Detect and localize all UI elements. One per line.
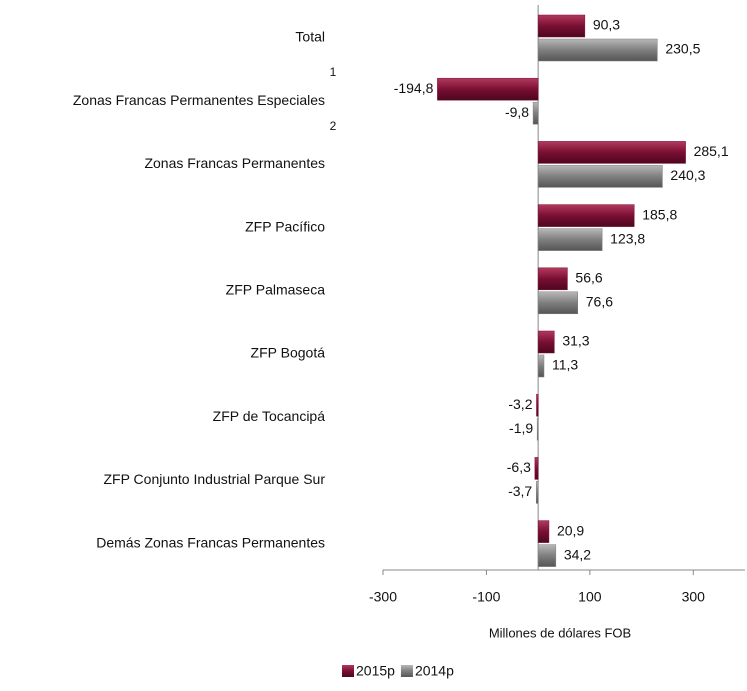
category-label: Total (295, 29, 325, 45)
x-tick-label: -100 (472, 589, 500, 605)
legend-label: 2015p (356, 663, 395, 679)
value-label: 285,1 (694, 143, 729, 159)
bar (537, 14, 586, 38)
legend-swatch (342, 665, 354, 677)
x-tick-label: 300 (682, 589, 706, 605)
bar (537, 520, 550, 543)
bar (537, 204, 635, 227)
bar (437, 77, 539, 101)
bar (537, 228, 603, 251)
x-axis-title: Millones de dólares FOB (489, 625, 631, 640)
value-label: 20,9 (557, 522, 584, 538)
category-label: Demás Zonas Francas Permanentes (96, 534, 325, 550)
value-label: 56,6 (575, 270, 602, 286)
bar (537, 330, 555, 354)
bar (537, 267, 568, 291)
value-label: 123,8 (610, 230, 645, 246)
category-label: Zonas Francas Permanentes Especiales (73, 92, 325, 108)
legend-label: 2014p (415, 663, 454, 679)
bar (537, 165, 663, 188)
category-label: ZFP Palmaseca (226, 282, 326, 298)
bar (536, 393, 539, 417)
x-tick-label: -300 (369, 589, 397, 605)
value-label: -9,8 (505, 104, 529, 120)
value-label: 185,8 (642, 206, 677, 222)
bar (537, 38, 658, 62)
category-label: ZFP Pacífico (245, 218, 325, 234)
bar (537, 141, 686, 164)
value-label: 230,5 (665, 41, 700, 57)
bar (537, 291, 579, 315)
value-label: -3,2 (508, 396, 532, 412)
footnote-marker: 2 (330, 119, 337, 133)
value-label: 76,6 (586, 294, 613, 310)
value-label: -1,9 (509, 420, 533, 436)
bar (532, 101, 539, 125)
value-label: -3,7 (508, 483, 532, 499)
legend-swatch (400, 665, 413, 677)
value-label: 240,3 (670, 167, 705, 183)
bar (535, 481, 539, 504)
value-label: 34,2 (564, 546, 591, 562)
value-label: -6,3 (507, 459, 531, 475)
footnote-marker: 1 (330, 65, 337, 79)
category-label: ZFP de Tocancipá (213, 408, 326, 424)
bar (537, 544, 557, 567)
bar (536, 417, 539, 441)
bar (534, 457, 539, 480)
category-label: ZFP Conjunto Industrial Parque Sur (103, 471, 325, 487)
value-label: -194,8 (394, 80, 434, 96)
value-label: 11,3 (552, 357, 578, 373)
bar (537, 354, 545, 378)
category-label: ZFP Bogotá (251, 345, 326, 361)
value-label: 90,3 (593, 17, 620, 33)
category-label: Zonas Francas Permanentes (144, 155, 325, 171)
value-label: 31,3 (562, 333, 589, 349)
x-tick-label: 100 (578, 589, 602, 605)
